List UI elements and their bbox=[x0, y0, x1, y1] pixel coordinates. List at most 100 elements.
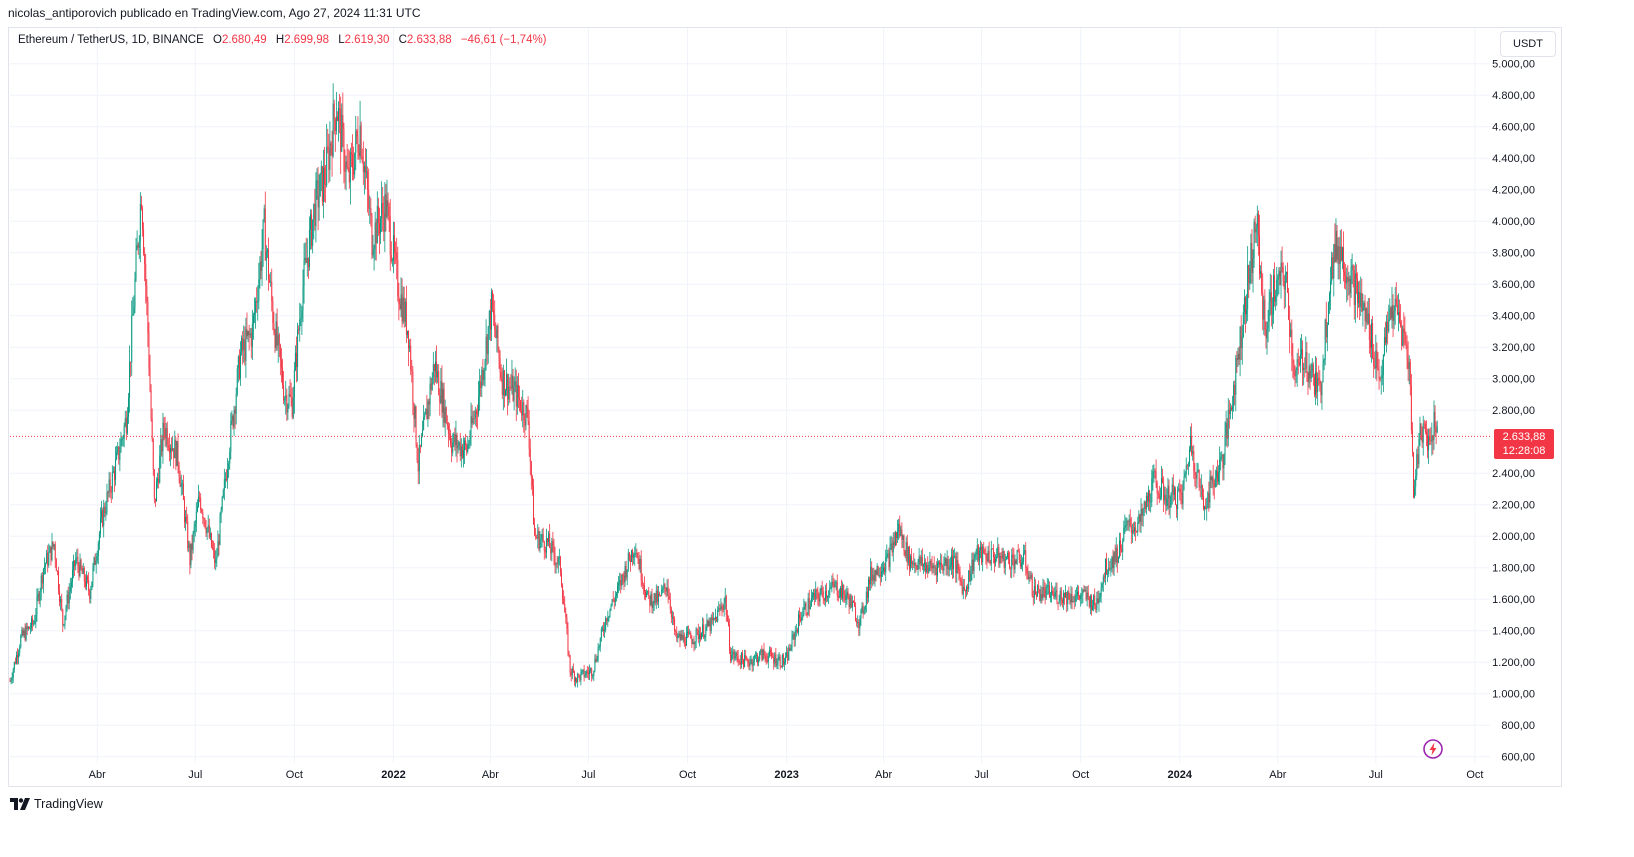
currency-button[interactable]: USDT bbox=[1500, 31, 1556, 57]
candle bbox=[621, 574, 623, 590]
candle bbox=[722, 604, 724, 613]
candle bbox=[1366, 301, 1368, 326]
legend-close-label: C bbox=[398, 34, 407, 46]
candle bbox=[166, 421, 168, 451]
footer-brand[interactable]: TradingView bbox=[10, 797, 103, 811]
candle bbox=[729, 618, 731, 655]
candle bbox=[1295, 367, 1297, 384]
candle bbox=[788, 644, 790, 661]
price-tick-label: 3.200,00 bbox=[1492, 342, 1535, 354]
candle bbox=[34, 614, 36, 625]
candle bbox=[178, 461, 180, 484]
candle bbox=[717, 606, 719, 623]
candle bbox=[1253, 218, 1255, 268]
candle bbox=[342, 92, 344, 148]
candle bbox=[1047, 578, 1049, 595]
candle bbox=[1043, 579, 1045, 598]
candle bbox=[1330, 266, 1332, 311]
candle bbox=[1199, 478, 1201, 498]
candle bbox=[76, 549, 78, 564]
candle bbox=[1372, 315, 1374, 360]
candle bbox=[210, 532, 212, 549]
time-tick-label: Abr bbox=[89, 769, 106, 781]
candle bbox=[983, 541, 985, 554]
candle bbox=[1344, 262, 1346, 289]
candle bbox=[648, 586, 650, 600]
candle bbox=[432, 352, 434, 385]
candle bbox=[795, 623, 797, 637]
candle bbox=[819, 588, 821, 607]
bar-countdown: 12:28:08 bbox=[1502, 445, 1546, 457]
candle bbox=[347, 148, 349, 173]
candle bbox=[275, 313, 277, 352]
candle bbox=[290, 382, 292, 407]
price-tick-label: 2.000,00 bbox=[1492, 531, 1535, 543]
candle bbox=[888, 547, 890, 571]
candle bbox=[987, 545, 989, 563]
candle bbox=[559, 555, 561, 577]
candle bbox=[916, 565, 918, 570]
candle bbox=[327, 128, 329, 154]
candle bbox=[623, 571, 625, 591]
candle bbox=[493, 294, 495, 326]
candle bbox=[811, 591, 813, 602]
candle bbox=[799, 607, 801, 627]
candle bbox=[481, 366, 483, 398]
candle bbox=[418, 434, 420, 484]
candle bbox=[174, 430, 176, 459]
candle bbox=[831, 575, 833, 593]
candle bbox=[829, 580, 831, 599]
candle bbox=[193, 521, 195, 543]
candle bbox=[416, 442, 418, 463]
candle bbox=[1305, 336, 1307, 374]
candle bbox=[1433, 400, 1435, 450]
candle bbox=[635, 543, 637, 558]
candle bbox=[809, 600, 811, 610]
candle bbox=[681, 629, 683, 641]
candle bbox=[830, 582, 832, 590]
candle bbox=[555, 562, 557, 574]
candle bbox=[1303, 362, 1305, 386]
candle bbox=[154, 498, 156, 507]
candle bbox=[1401, 319, 1403, 351]
candle bbox=[1003, 550, 1005, 574]
candle bbox=[919, 554, 921, 572]
candle bbox=[650, 591, 652, 607]
symbol-legend[interactable]: Ethereum / TetherUS, 1D, BINANCE O2.680,… bbox=[18, 34, 547, 46]
candle bbox=[185, 509, 187, 531]
candle bbox=[492, 289, 494, 313]
candle bbox=[1127, 520, 1129, 531]
candle bbox=[162, 412, 164, 464]
candle bbox=[488, 309, 490, 340]
candle bbox=[1321, 381, 1323, 410]
lightning-icon[interactable] bbox=[1422, 738, 1444, 760]
candle bbox=[998, 543, 1000, 568]
candle bbox=[302, 269, 304, 323]
candle bbox=[1222, 454, 1224, 481]
candle bbox=[517, 372, 519, 409]
candle bbox=[442, 382, 444, 428]
candle bbox=[859, 615, 861, 636]
candle bbox=[958, 563, 960, 581]
candle bbox=[808, 589, 810, 617]
candle bbox=[429, 376, 431, 417]
candle bbox=[744, 649, 746, 668]
candle bbox=[934, 564, 936, 576]
candle bbox=[181, 479, 183, 495]
candle bbox=[1137, 516, 1139, 537]
candle bbox=[794, 625, 796, 647]
candle bbox=[1215, 466, 1217, 488]
candle bbox=[293, 361, 295, 414]
candle bbox=[1126, 517, 1128, 531]
candle bbox=[1159, 487, 1161, 501]
candle bbox=[98, 530, 100, 551]
candle bbox=[17, 648, 19, 665]
candle bbox=[832, 573, 834, 588]
candle bbox=[1169, 495, 1171, 519]
candle bbox=[619, 572, 621, 591]
candle bbox=[670, 606, 672, 624]
candle bbox=[317, 166, 319, 231]
candle bbox=[1421, 426, 1423, 448]
candle bbox=[1072, 596, 1074, 603]
